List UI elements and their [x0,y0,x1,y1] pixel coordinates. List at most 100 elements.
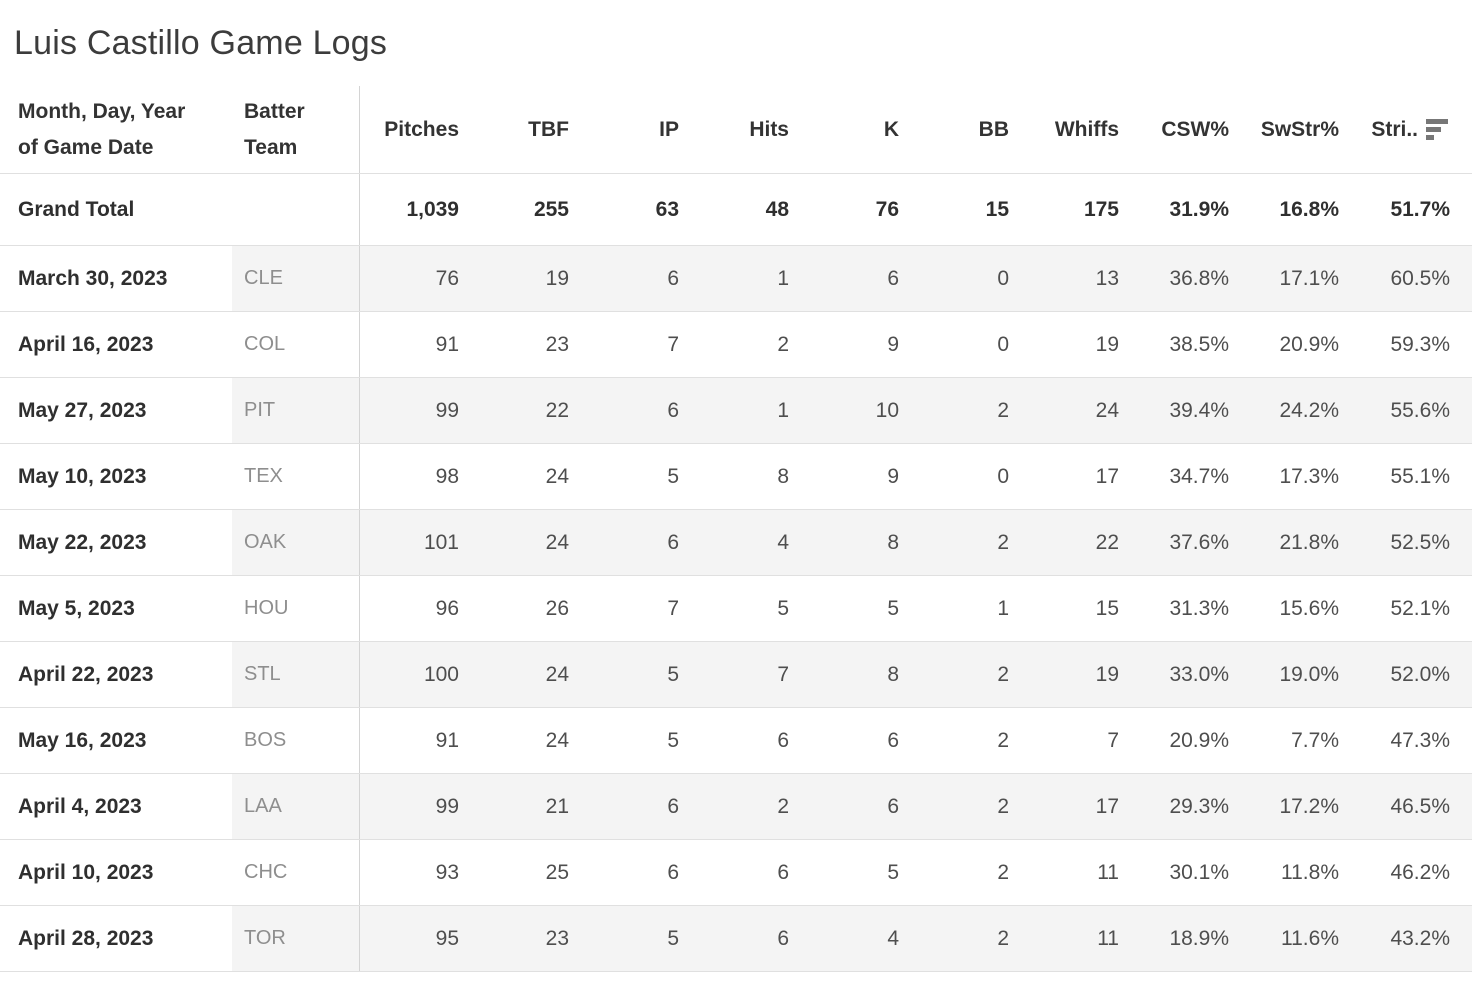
table-row[interactable]: April 22, 2023 STL 100 24 5 7 8 2 19 33.0% 19.0% 52… [0,642,1472,708]
value-cell[interactable]: 95 [359,906,469,971]
game-date-cell[interactable]: April 4, 2023 [18,794,142,818]
value-cell[interactable]: 11 [1019,906,1129,971]
value-cell[interactable]: 19 [1019,642,1129,707]
value-cell[interactable]: 6 [579,510,689,575]
value-cell[interactable]: 5 [777,596,789,620]
column-header-tbf[interactable]: TBF [469,86,579,173]
value-cell[interactable]: 6 [799,774,909,839]
value-cell[interactable]: 6 [799,246,909,311]
batter-team-cell[interactable]: TEX [244,465,283,487]
value-cell[interactable]: 76 [359,246,469,311]
value-cell[interactable]: 17.2% [1239,774,1349,839]
column-header-bb[interactable]: BB [909,86,1019,173]
value-cell[interactable]: 59.3% [1390,332,1450,356]
batter-team-cell[interactable]: CHC [244,861,288,883]
column-header-game-date[interactable]: Month, Day, Year of Game Date [0,86,232,173]
value-cell[interactable]: 7 [667,332,679,356]
value-cell[interactable]: 99 [359,378,469,443]
value-cell[interactable]: 31.3% [1169,596,1229,620]
value-cell[interactable]: 13 [1019,246,1129,311]
value-cell[interactable]: 5 [667,464,679,488]
grand-total-value[interactable]: 76 [875,197,899,221]
column-header-batter-team[interactable]: Batter Team [232,86,359,173]
value-cell[interactable]: 6 [887,728,899,752]
value-cell[interactable]: 29.3% [1129,774,1239,839]
value-cell[interactable]: 6 [777,728,789,752]
value-cell[interactable]: 46.5% [1349,774,1472,839]
value-cell[interactable]: 37.6% [1129,510,1239,575]
value-cell[interactable]: 39.4% [1129,378,1239,443]
batter-team-cell[interactable]: BOS [244,729,287,751]
batter-team-cell[interactable]: TOR [232,906,359,971]
value-cell[interactable]: 55.6% [1349,378,1472,443]
table-row[interactable]: April 16, 2023 COL 91 23 7 2 9 0 19 38.5% 20.9% 59.… [0,312,1472,378]
value-cell[interactable]: 7 [667,596,679,620]
table-row[interactable]: April 4, 2023 LAA 99 21 6 2 6 2 17 29.3% 17.2% 46.5… [0,774,1472,840]
column-header-stri[interactable]: Stri.. [1349,86,1472,173]
value-cell[interactable]: 10 [799,378,909,443]
value-cell[interactable]: 11.6% [1239,906,1349,971]
value-cell[interactable]: 91 [359,312,469,377]
grand-total-value[interactable]: 175 [1083,197,1119,221]
value-cell[interactable]: 8 [777,464,789,488]
value-cell[interactable]: 60.5% [1349,246,1472,311]
column-header-cswpct[interactable]: CSW% [1129,86,1239,173]
value-cell[interactable]: 7.7% [1291,728,1339,752]
value-cell[interactable]: 2 [909,510,1019,575]
grand-total-row[interactable]: Grand Total 1,039 255 63 48 76 15 175 31.9% 16.8%… [0,174,1472,246]
grand-total-value[interactable]: 63 [655,197,679,221]
grand-total-value[interactable]: 15 [985,197,1009,221]
value-cell[interactable]: 21 [469,774,579,839]
table-row[interactable]: March 30, 2023 CLE 76 19 6 1 6 0 13 36.8% 17.1% 60.… [0,246,1472,312]
batter-team-cell[interactable]: COL [244,333,286,355]
batter-team-cell[interactable]: PIT [232,378,359,443]
value-cell[interactable]: 25 [545,860,569,884]
value-cell[interactable]: 6 [579,378,689,443]
value-cell[interactable]: 7 [689,642,799,707]
batter-team-cell[interactable]: CLE [232,246,359,311]
grand-total-value[interactable]: 48 [765,197,789,221]
value-cell[interactable]: 5 [579,906,689,971]
game-date-cell[interactable]: May 5, 2023 [18,596,135,620]
value-cell[interactable]: 4 [689,510,799,575]
grand-total-value[interactable]: 16.8% [1279,197,1339,221]
value-cell[interactable]: 19 [1095,332,1119,356]
grand-total-value[interactable]: 31.9% [1169,197,1229,221]
game-date-cell[interactable]: March 30, 2023 [18,266,168,290]
value-cell[interactable]: 33.0% [1129,642,1239,707]
value-cell[interactable]: 2 [909,906,1019,971]
value-cell[interactable]: 11.8% [1281,860,1339,884]
table-row[interactable]: May 10, 2023 TEX 98 24 5 8 9 0 17 34.7% 17.3% 55.1% [0,444,1472,510]
column-header-swstrpct[interactable]: SwStr% [1239,86,1349,173]
value-cell[interactable]: 17.3% [1279,464,1339,488]
value-cell[interactable]: 55.1% [1390,464,1450,488]
value-cell[interactable]: 5 [667,728,679,752]
value-cell[interactable]: 2 [909,642,1019,707]
value-cell[interactable]: 17 [1095,464,1119,488]
value-cell[interactable]: 6 [667,860,679,884]
value-cell[interactable]: 30.1% [1169,860,1229,884]
column-header-pitches[interactable]: Pitches [359,86,469,173]
value-cell[interactable]: 8 [799,510,909,575]
value-cell[interactable]: 43.2% [1349,906,1472,971]
column-header-whiffs[interactable]: Whiffs [1019,86,1129,173]
value-cell[interactable]: 17.1% [1239,246,1349,311]
grand-total-team-cell[interactable] [232,174,359,245]
game-date-cell[interactable]: April 22, 2023 [18,662,154,686]
value-cell[interactable]: 96 [359,576,469,641]
value-cell[interactable]: 91 [359,708,469,773]
value-cell[interactable]: 20.9% [1169,728,1229,752]
value-cell[interactable]: 22 [469,378,579,443]
value-cell[interactable]: 26 [545,596,569,620]
grand-total-value[interactable]: 1,039 [359,174,469,245]
value-cell[interactable]: 6 [777,860,789,884]
value-cell[interactable]: 11 [1097,860,1119,884]
value-cell[interactable]: 6 [579,246,689,311]
value-cell[interactable]: 15.6% [1279,596,1339,620]
value-cell[interactable]: 7 [1107,728,1119,752]
table-row[interactable]: May 27, 2023 PIT 99 22 6 1 10 2 24 39.4% 24.2% 55.6… [0,378,1472,444]
value-cell[interactable]: 34.7% [1169,464,1229,488]
value-cell[interactable]: 9 [887,332,899,356]
value-cell[interactable]: 2 [909,378,1019,443]
batter-team-cell[interactable]: HOU [244,597,289,619]
